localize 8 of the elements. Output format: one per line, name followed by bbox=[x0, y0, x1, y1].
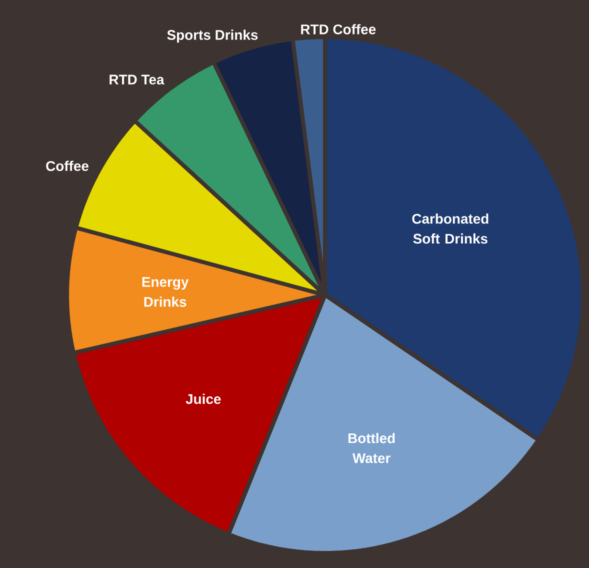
slice-label: Carbonated Soft Drinks bbox=[412, 214, 488, 244]
slice-label: RTD Coffee bbox=[301, 24, 376, 34]
slice-label: Juice bbox=[186, 394, 221, 404]
slice-label: Coffee bbox=[46, 160, 88, 172]
slice-label: Sports Drinks bbox=[167, 30, 258, 43]
slice-label: RTD Tea bbox=[110, 74, 164, 85]
slice-label: Energy Drinks bbox=[142, 277, 189, 307]
slice-label: Bottled Water bbox=[348, 432, 395, 464]
